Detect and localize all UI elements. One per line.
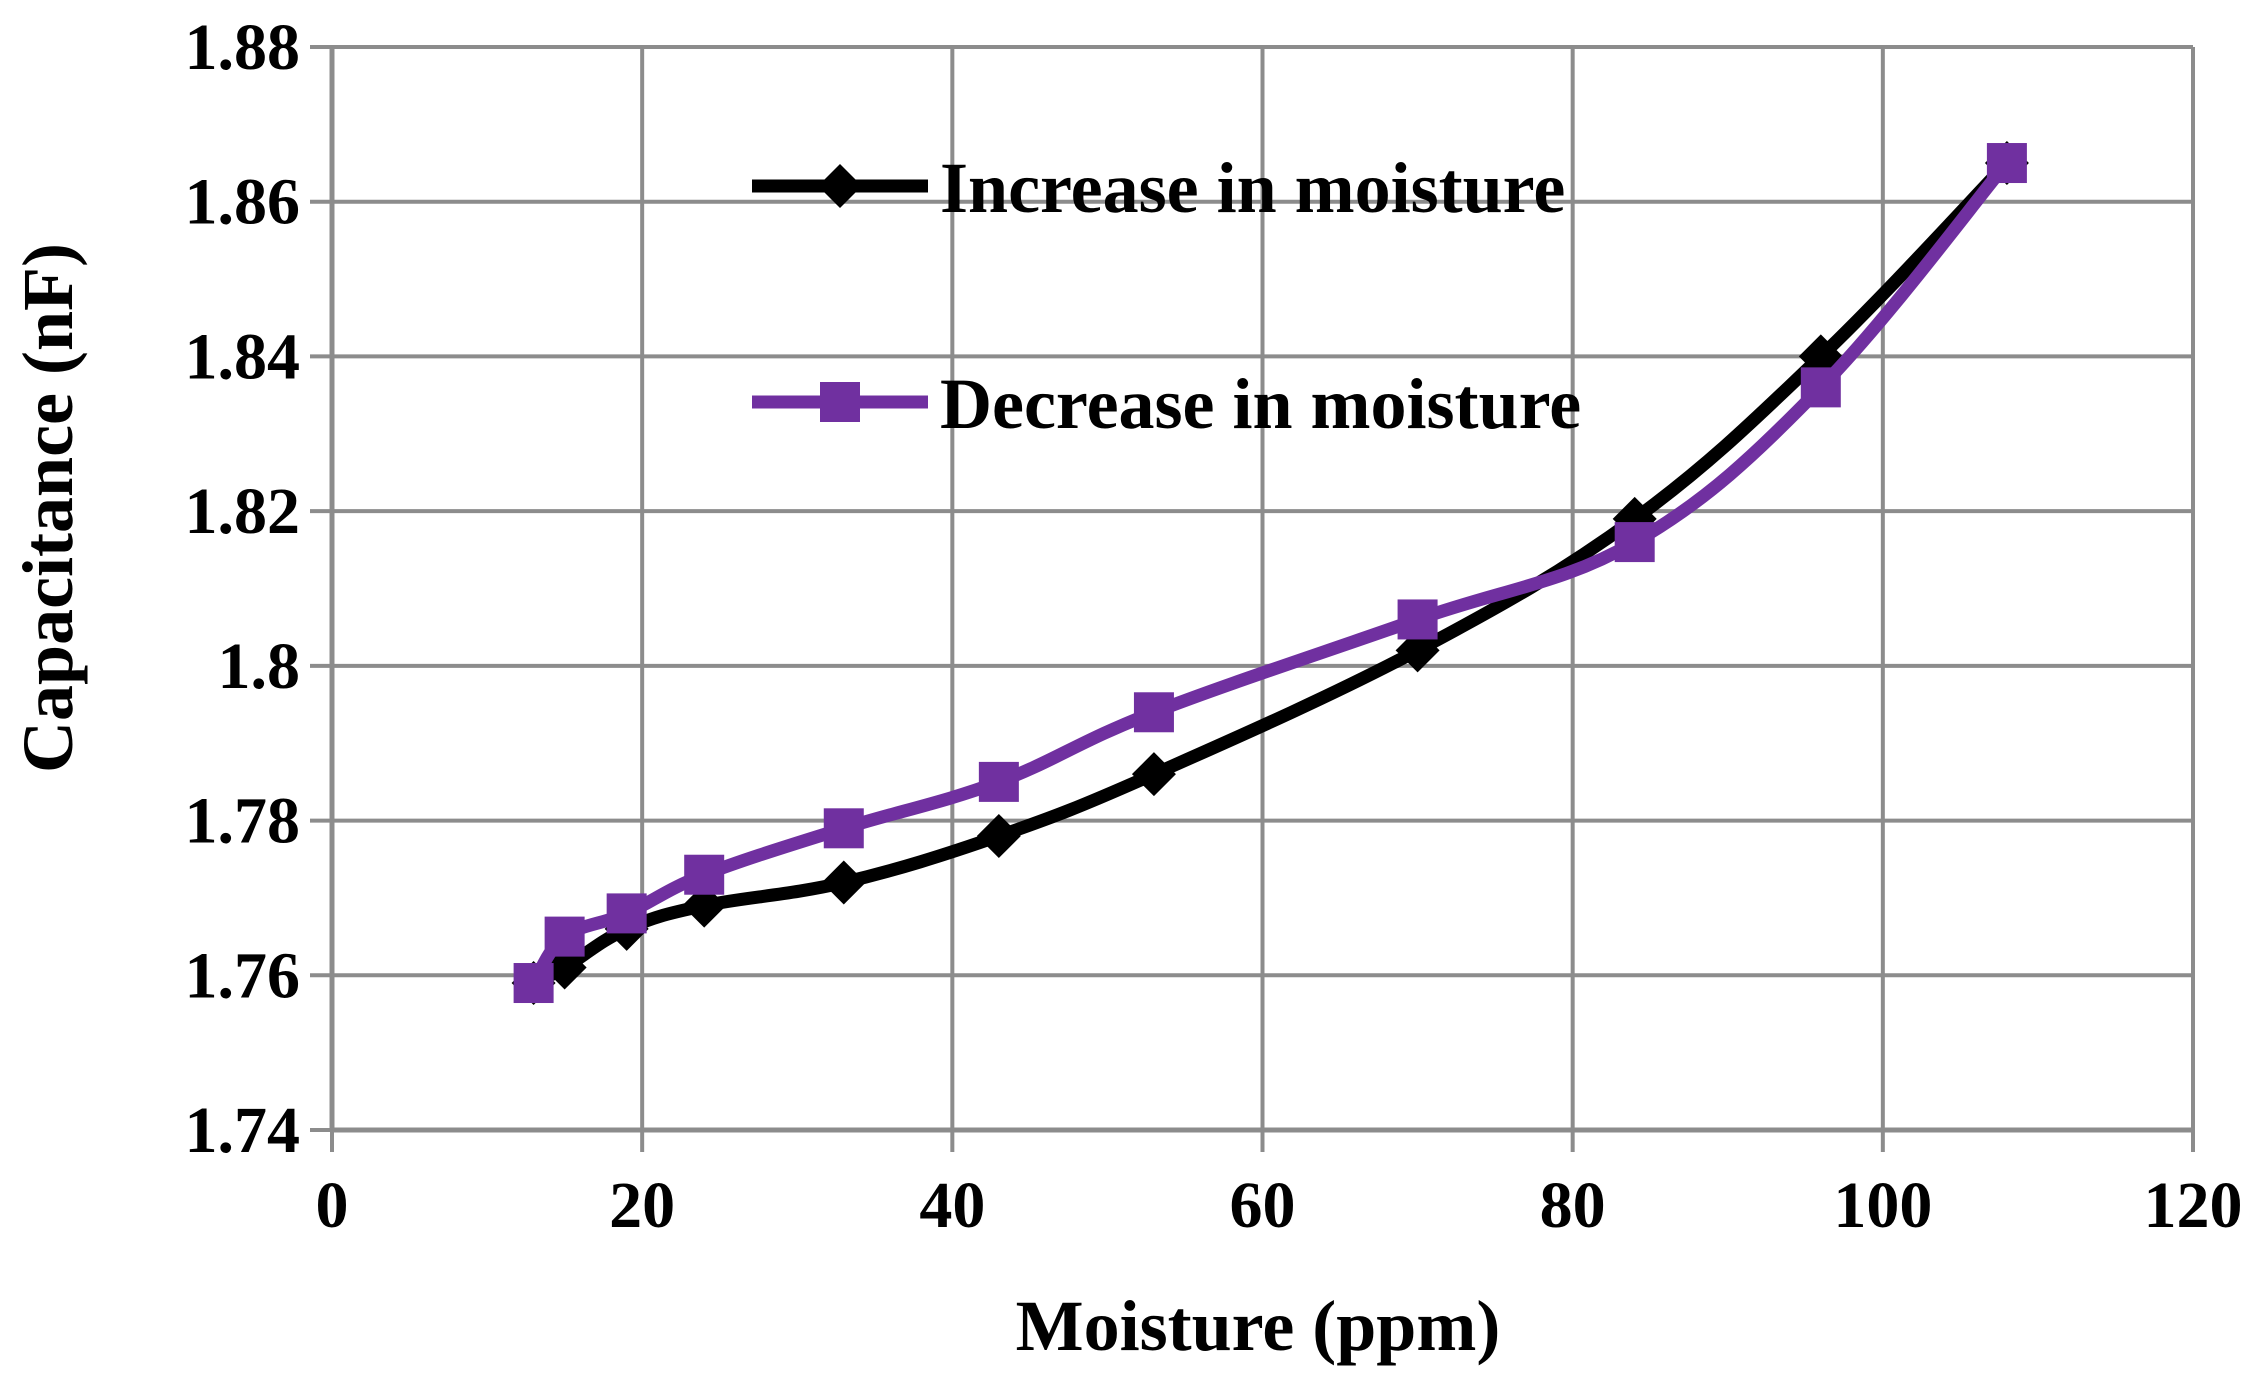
- series-increase: [511, 141, 2029, 1006]
- x-tick-label: 100: [1833, 1169, 1932, 1242]
- grid: [330, 45, 2195, 1132]
- y-tick-label: 1.76: [185, 939, 301, 1012]
- axes: [310, 45, 2195, 1152]
- data-point: [606, 893, 647, 934]
- legend-marker: [818, 164, 862, 208]
- y-tick-label: 1.78: [185, 785, 301, 858]
- x-tick-label: 60: [1230, 1169, 1296, 1242]
- y-tick-label: 1.82: [185, 475, 301, 548]
- data-point: [1133, 692, 1174, 733]
- tick-labels: 1.74 1.76 1.78 1.8 1.82 1.84 1.86 1.88 0 20 40 60 80…: [185, 11, 2243, 1242]
- x-tick-label: 0: [316, 1169, 349, 1242]
- x-tick-label: 80: [1540, 1169, 1606, 1242]
- data-point: [978, 761, 1019, 802]
- legend-item: Decrease in moisture: [752, 364, 1581, 444]
- data-point: [1397, 599, 1438, 640]
- x-axis-title: Moisture (ppm): [1016, 1286, 1501, 1366]
- series-layer: [511, 141, 2029, 1006]
- y-tick-label: 1.88: [185, 11, 301, 84]
- data-point: [976, 814, 1021, 859]
- legend-label: Decrease in moisture: [940, 364, 1581, 444]
- data-point: [821, 860, 866, 905]
- data-point: [544, 916, 585, 957]
- x-tick-label: 120: [2144, 1169, 2243, 1242]
- y-tick-label: 1.86: [185, 166, 301, 239]
- series-line: [527, 156, 2014, 990]
- x-tick-label: 40: [919, 1169, 985, 1242]
- legend-marker: [820, 382, 860, 422]
- data-point: [1131, 752, 1176, 797]
- legend: Increase in moisture Decrease in moisture: [752, 148, 1581, 444]
- y-tick-label: 1.84: [185, 320, 301, 393]
- series-decrease: [513, 143, 2027, 1004]
- data-point: [684, 854, 725, 895]
- x-tick-label: 20: [609, 1169, 675, 1242]
- y-tick-label: 1.74: [185, 1094, 301, 1167]
- data-point: [513, 963, 554, 1004]
- data-point: [1614, 522, 1655, 563]
- legend-label: Increase in moisture: [940, 148, 1565, 228]
- y-tick-label: 1.8: [218, 630, 301, 703]
- legend-item: Increase in moisture: [752, 148, 1565, 228]
- y-axis-title: Capacitance (nF): [8, 243, 88, 773]
- data-point: [823, 808, 864, 849]
- data-point: [1986, 143, 2027, 184]
- data-point: [1800, 367, 1841, 408]
